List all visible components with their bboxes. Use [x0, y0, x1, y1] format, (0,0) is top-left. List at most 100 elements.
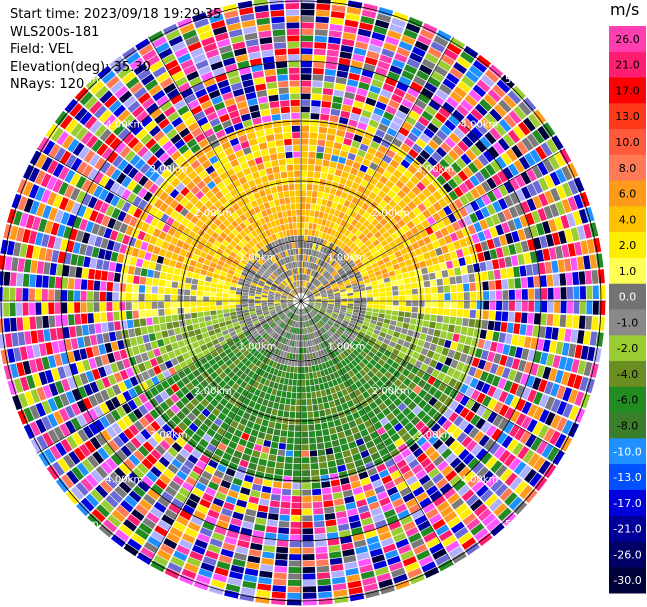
radar-gate — [65, 118, 78, 134]
radar-gate — [240, 527, 253, 536]
radar-gate — [40, 173, 52, 188]
radar-gate — [243, 349, 250, 357]
radar-gate — [158, 248, 167, 257]
radar-gate — [335, 265, 342, 272]
radar-gate — [248, 414, 257, 423]
radar-gate — [204, 384, 214, 393]
radar-gate — [480, 240, 489, 251]
radar-gate — [220, 421, 230, 431]
radar-gate — [327, 127, 337, 136]
radar-gate — [586, 239, 595, 254]
radar-gate — [519, 215, 529, 228]
radar-gate — [139, 276, 147, 285]
radar-gate — [378, 226, 387, 235]
radar-gate — [184, 283, 191, 290]
radar-gate — [450, 308, 457, 317]
radar-gate — [276, 416, 283, 424]
radar-gate — [9, 225, 19, 241]
radar-gate — [232, 558, 246, 568]
radar-gate — [261, 385, 269, 393]
radar-gate — [68, 265, 77, 278]
radar-gate — [388, 270, 396, 277]
radar-gate — [202, 449, 214, 459]
radar-gate — [527, 453, 541, 468]
radar-gate — [236, 287, 243, 292]
radar-gate — [293, 450, 301, 457]
radar-gate — [483, 291, 490, 300]
radar-gate — [330, 406, 338, 414]
radar-gate — [242, 289, 249, 293]
radar-gate — [317, 397, 323, 404]
radar-gate — [312, 80, 323, 88]
radar-gate — [344, 455, 354, 464]
radar-gate — [28, 302, 36, 316]
radar-gate — [341, 388, 349, 396]
radar-gate — [287, 302, 294, 305]
radar-gate — [548, 218, 558, 233]
radar-gate — [350, 426, 360, 435]
radar-gate — [237, 316, 245, 322]
radar-gate — [74, 313, 82, 325]
radar-gate — [353, 306, 360, 310]
radar-gate — [110, 182, 121, 194]
radar-gate — [213, 252, 222, 260]
radar-gate — [274, 355, 280, 363]
radar-gate — [42, 140, 56, 155]
radar-gate — [133, 449, 145, 462]
radar-gate — [76, 414, 88, 428]
radar-gate — [190, 284, 198, 291]
radar-gate — [313, 257, 318, 264]
radar-gate — [132, 302, 139, 310]
radar-gate — [341, 274, 348, 280]
radar-gate — [321, 299, 328, 301]
radar-gate — [209, 204, 218, 214]
radar-gate — [352, 339, 360, 346]
radar-gate — [344, 357, 351, 365]
radar-gate — [334, 294, 341, 298]
radar-gate — [103, 227, 113, 239]
radar-gate — [321, 303, 328, 306]
radar-gate — [153, 187, 164, 198]
radar-gate — [233, 236, 241, 244]
radar-gate — [410, 416, 421, 426]
radar-gate — [81, 193, 92, 206]
radar-gate — [104, 364, 113, 376]
radar-gate — [370, 392, 379, 401]
radar-gate — [393, 213, 402, 223]
radar-gate — [168, 503, 181, 515]
radar-gate — [262, 290, 269, 294]
radar-gate — [203, 336, 212, 344]
radar-gate — [386, 291, 393, 296]
radar-gate — [231, 228, 240, 236]
radar-gate — [135, 258, 144, 268]
radar-gate — [475, 417, 486, 430]
radar-gate — [113, 321, 121, 331]
radar-gate — [461, 489, 475, 502]
radar-gate — [332, 311, 339, 315]
radar-gate — [276, 269, 281, 275]
radar-gate — [479, 329, 487, 339]
radar-gate — [155, 355, 164, 365]
radar-gate — [415, 420, 425, 431]
radar-gate — [422, 198, 432, 209]
radar-gate — [223, 392, 232, 402]
radar-gate — [399, 333, 407, 341]
radar-gate — [122, 234, 131, 245]
radar-gate — [295, 321, 298, 328]
radar-gate — [429, 359, 438, 369]
radar-gate — [93, 105, 107, 119]
radar-gate — [334, 398, 341, 407]
radar-gate — [305, 307, 310, 313]
radar-gate — [168, 430, 180, 441]
radar-gate — [296, 392, 301, 399]
radar-gate — [426, 418, 437, 429]
radar-gate — [358, 471, 369, 480]
radar-gate — [210, 310, 217, 316]
radar-gate — [326, 289, 333, 293]
radar-gate — [471, 337, 479, 347]
radar-gate — [368, 501, 381, 511]
radar-gate — [574, 241, 583, 256]
radar-gate — [250, 313, 257, 318]
radar-gate — [162, 140, 174, 152]
radar-gate — [532, 325, 540, 338]
